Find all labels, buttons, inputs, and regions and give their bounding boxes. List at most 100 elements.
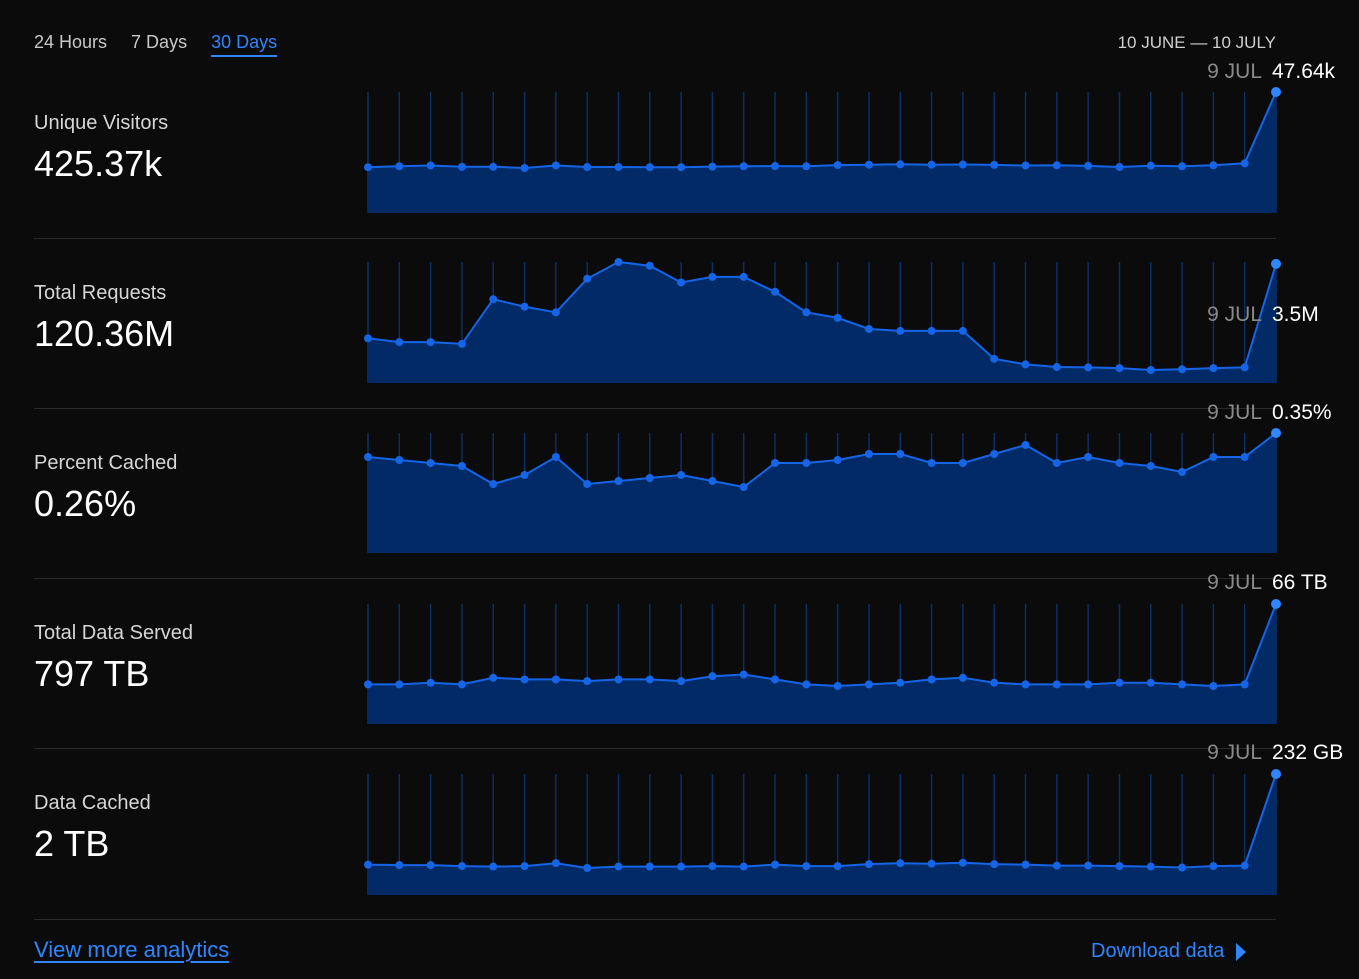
data-point <box>958 858 967 867</box>
data-point <box>958 160 967 169</box>
data-point <box>802 459 811 467</box>
last-value-label: 66 TB <box>1272 571 1328 594</box>
data-point <box>489 673 498 682</box>
data-point <box>520 302 529 311</box>
metric-label: Data Cached <box>34 792 151 814</box>
data-point <box>1084 363 1093 372</box>
data-point <box>457 162 466 171</box>
data-point <box>708 862 717 871</box>
series-line <box>368 603 1277 688</box>
data-point <box>739 272 748 281</box>
data-point <box>457 339 466 348</box>
area-fill <box>368 774 1276 895</box>
metric-total-requests: Total Requests 120.36M <box>0 238 1359 408</box>
data-point <box>645 261 654 270</box>
download-data-link[interactable]: Download data <box>1091 940 1247 963</box>
tab-24-hours[interactable]: 24 Hours <box>34 32 108 52</box>
data-point <box>520 675 529 684</box>
last-value-label: 47.64k <box>1272 60 1336 83</box>
data-point <box>426 459 435 467</box>
data-point <box>489 295 498 304</box>
data-point <box>364 680 372 689</box>
data-point <box>1146 678 1155 687</box>
metric-total-data-served: Total Data Served 797 TB <box>0 578 1359 748</box>
data-point <box>426 678 435 687</box>
data-point <box>583 864 592 872</box>
data-point <box>614 675 623 684</box>
data-point <box>802 680 811 689</box>
area-fill <box>368 262 1276 383</box>
data-point <box>771 287 780 296</box>
data-point <box>896 678 905 687</box>
data-point <box>708 477 717 485</box>
data-point <box>1084 453 1093 461</box>
data-point <box>833 682 842 690</box>
data-point <box>1146 366 1155 374</box>
data-point <box>551 859 560 868</box>
data-point <box>927 459 936 467</box>
data-point <box>864 160 873 169</box>
data-point <box>958 459 967 467</box>
data-point <box>677 677 686 686</box>
tab-7-days[interactable]: 7 Days <box>131 32 188 52</box>
metric-value: 120.36M <box>34 313 175 354</box>
data-point <box>1209 453 1218 461</box>
view-more-analytics-link[interactable]: View more analytics <box>34 937 230 962</box>
data-point <box>395 338 404 347</box>
data-point <box>583 677 592 686</box>
data-point <box>1021 441 1030 449</box>
data-point <box>1115 459 1124 467</box>
area-fill <box>368 433 1276 553</box>
data-point <box>1146 862 1155 871</box>
data-point <box>708 272 717 281</box>
data-point <box>864 680 873 689</box>
data-point <box>1178 365 1187 374</box>
download-data-label: Download data <box>1091 940 1225 962</box>
data-point <box>426 161 435 170</box>
data-point <box>1115 163 1124 172</box>
data-point <box>802 862 811 871</box>
sparkline-2: 9 JUL 0.35% <box>364 401 1332 553</box>
data-point <box>364 860 372 869</box>
series-line <box>367 91 1277 170</box>
data-point <box>833 456 842 464</box>
divider <box>34 408 1276 409</box>
data-point <box>364 334 372 343</box>
data-point <box>739 862 748 871</box>
tab-30-days[interactable]: 30 Days <box>211 32 278 57</box>
data-point <box>802 162 811 171</box>
data-point <box>927 675 936 684</box>
metric-value: 797 TB <box>34 653 150 694</box>
data-point <box>1146 462 1155 470</box>
data-point <box>1115 364 1124 373</box>
divider <box>34 578 1276 579</box>
last-date-label: 9 JUL <box>1207 303 1262 326</box>
data-point <box>551 161 560 170</box>
data-point <box>426 338 435 347</box>
data-point <box>1084 680 1093 689</box>
data-point <box>864 860 873 869</box>
data-point <box>1240 363 1249 372</box>
metric-value: 425.37k <box>34 143 163 184</box>
area-fill <box>368 604 1276 724</box>
last-value-label: 3.5M <box>1272 303 1319 326</box>
data-point <box>1021 860 1030 869</box>
data-point <box>1084 161 1093 170</box>
series-line <box>367 773 1277 870</box>
data-point <box>395 456 404 464</box>
data-point <box>896 450 905 458</box>
data-point <box>614 258 623 266</box>
data-point <box>489 480 498 488</box>
data-point <box>1115 862 1124 871</box>
data-point <box>645 675 654 684</box>
data-point <box>457 462 466 470</box>
data-point <box>364 163 372 172</box>
sparkline-1: 9 JUL 3.5M <box>364 258 1319 383</box>
metric-label: Percent Cached <box>34 452 178 474</box>
sparkline-3: 9 JUL 66 TB <box>364 571 1328 724</box>
data-point <box>1052 861 1061 870</box>
data-point <box>1240 680 1249 689</box>
data-point <box>583 480 592 488</box>
data-point <box>771 459 780 467</box>
